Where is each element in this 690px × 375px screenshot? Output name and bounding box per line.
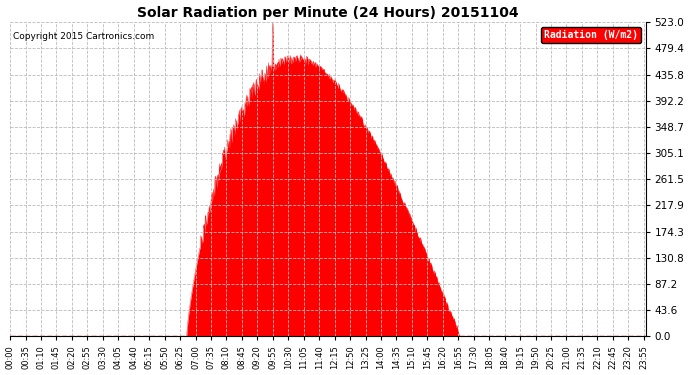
Title: Solar Radiation per Minute (24 Hours) 20151104: Solar Radiation per Minute (24 Hours) 20… bbox=[137, 6, 519, 20]
Text: Copyright 2015 Cartronics.com: Copyright 2015 Cartronics.com bbox=[13, 32, 155, 40]
Legend: Radiation (W/m2): Radiation (W/m2) bbox=[541, 27, 641, 43]
